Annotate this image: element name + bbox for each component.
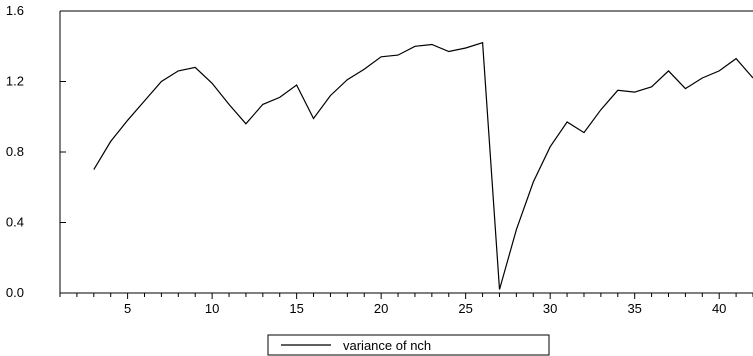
x-tick-label: 35 [627, 301, 641, 316]
x-tick-label: 15 [289, 301, 303, 316]
x-tick-label: 25 [458, 301, 472, 316]
legend-box [267, 334, 550, 356]
legend-label: variance of nch [343, 338, 431, 353]
x-tick-label: 20 [374, 301, 388, 316]
y-tick-label: 0.0 [6, 285, 24, 300]
x-tick-label: 5 [124, 301, 131, 316]
series-line-variance-of-nch [93, 41, 753, 290]
y-tick-label: 1.6 [6, 3, 24, 18]
legend: variance of nch [267, 334, 550, 356]
y-tick-label: 0.8 [6, 144, 24, 159]
axes [59, 10, 753, 294]
ticks: 0.0 0.4 0.8 1.2 1.6 5 10 15 20 25 30 35 40 [6, 3, 753, 316]
x-tick-label: 10 [205, 301, 219, 316]
series-lines [93, 41, 753, 290]
x-tick-label: 30 [543, 301, 557, 316]
y-tick-label: 1.2 [6, 74, 24, 89]
x-tick-label: 40 [712, 301, 726, 316]
y-tick-label: 0.4 [6, 215, 24, 230]
